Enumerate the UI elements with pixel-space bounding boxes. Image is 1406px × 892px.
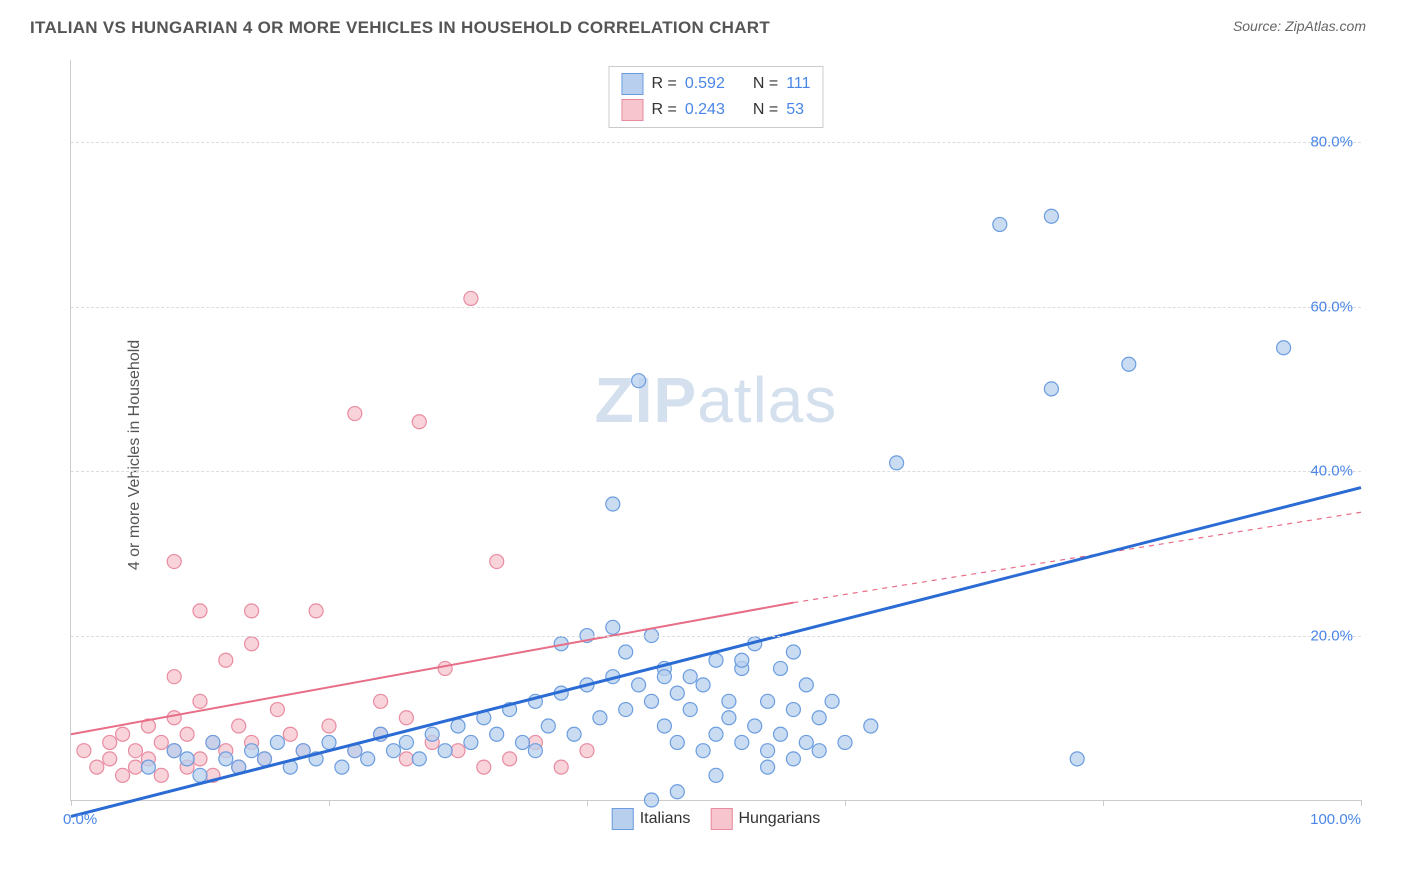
x-tick	[1361, 800, 1362, 806]
legend-item-italians: Italians	[612, 808, 691, 830]
legend-row-hungarians: R = 0.243 N = 53	[621, 97, 810, 123]
grid-line	[71, 142, 1361, 143]
swatch-hungarians-icon	[621, 99, 643, 121]
swatch-italians-icon	[621, 73, 643, 95]
swatch-hungarians-icon	[710, 808, 732, 830]
legend-item-hungarians: Hungarians	[710, 808, 820, 830]
x-tick	[329, 800, 330, 806]
source-label: Source: ZipAtlas.com	[1233, 18, 1366, 34]
legend-row-italians: R = 0.592 N = 111	[621, 71, 810, 97]
r-label: R =	[651, 101, 676, 119]
r-label: R =	[651, 75, 676, 93]
n-value-italians: 111	[786, 75, 810, 93]
x-tick	[71, 800, 72, 806]
x-tick	[845, 800, 846, 806]
plot-area: ZIPatlas R = 0.592 N = 111 R = 0.243 N =…	[70, 60, 1361, 801]
n-label: N =	[753, 101, 778, 119]
series1-label: Italians	[640, 810, 691, 828]
r-value-hungarians: 0.243	[685, 101, 725, 119]
chart-container: 4 or more Vehicles in Household ZIPatlas…	[30, 50, 1380, 860]
grid-line	[71, 471, 1361, 472]
chart-title: ITALIAN VS HUNGARIAN 4 OR MORE VEHICLES …	[30, 18, 770, 38]
series2-label: Hungarians	[738, 810, 820, 828]
legend-series: Italians Hungarians	[612, 808, 821, 830]
swatch-italians-icon	[612, 808, 634, 830]
x-axis-start-label: 0.0%	[63, 811, 97, 828]
n-value-hungarians: 53	[786, 101, 804, 119]
r-value-italians: 0.592	[685, 75, 725, 93]
x-tick	[1103, 800, 1104, 806]
y-tick-label: 20.0%	[1310, 627, 1353, 644]
x-tick	[587, 800, 588, 806]
x-axis-end-label: 100.0%	[1310, 811, 1361, 828]
grid-line	[71, 636, 1361, 637]
scatter-svg	[71, 60, 1361, 800]
grid-line	[71, 307, 1361, 308]
legend-correlation: R = 0.592 N = 111 R = 0.243 N = 53	[608, 66, 823, 128]
y-tick-label: 80.0%	[1310, 134, 1353, 151]
n-label: N =	[753, 75, 778, 93]
y-tick-label: 60.0%	[1310, 298, 1353, 315]
y-tick-label: 40.0%	[1310, 463, 1353, 480]
